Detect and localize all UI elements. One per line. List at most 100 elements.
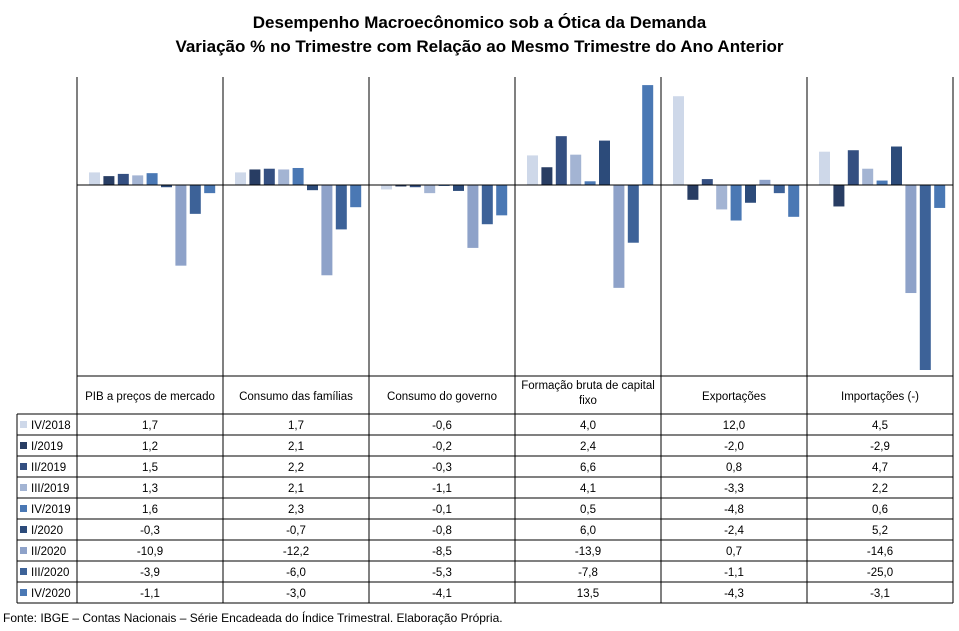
bar-3-4 — [424, 185, 436, 194]
data-label-9-2: -3,0 — [286, 588, 306, 600]
series-label-9: IV/2020 — [31, 588, 71, 600]
series-label-3: II/2019 — [31, 462, 66, 474]
bar-4-3 — [555, 136, 567, 185]
bar-1-7 — [175, 185, 187, 266]
data-label-1-6: 4,5 — [872, 420, 888, 432]
data-label-2-1: 1,2 — [142, 441, 158, 453]
data-label-4-1: 1,3 — [142, 483, 158, 495]
data-label-9-5: -4,3 — [724, 588, 744, 600]
bar-3-1 — [381, 185, 392, 190]
legend-key-1 — [20, 421, 27, 428]
data-label-3-6: 4,7 — [872, 462, 888, 474]
legend-key-2 — [20, 442, 27, 449]
data-label-2-4: 2,4 — [580, 441, 597, 453]
series-label-2: I/2019 — [31, 441, 63, 453]
series-label-6: I/2020 — [31, 525, 63, 537]
data-label-5-2: 2,3 — [288, 504, 304, 516]
series-label-1: IV/2018 — [31, 420, 71, 432]
legend-key-9 — [20, 589, 27, 596]
bar-3-9 — [496, 185, 508, 216]
bar-1-5 — [146, 173, 158, 185]
category-label-4-line1: Formação bruta de capital — [521, 380, 655, 392]
legend-key-8 — [20, 568, 27, 575]
bar-2-8 — [335, 185, 347, 230]
category-label-1: PIB a preços de mercado — [85, 391, 215, 403]
data-label-7-6: -14,6 — [867, 546, 893, 558]
data-label-9-6: -3,1 — [870, 588, 890, 600]
legend-key-5 — [20, 505, 27, 512]
source-note: Fonte: IBGE – Contas Nacionais – Série E… — [3, 611, 503, 625]
data-label-1-3: -0,6 — [432, 420, 452, 432]
data-label-8-1: -3,9 — [140, 567, 160, 579]
bar-5-3 — [701, 179, 713, 185]
bar-2-1 — [235, 172, 246, 185]
legend-key-7 — [20, 547, 27, 554]
data-label-8-5: -1,1 — [724, 567, 744, 579]
bars-group — [89, 85, 946, 370]
category-label-4-line2: fixo — [579, 395, 597, 407]
data-label-3-4: 6,6 — [580, 462, 596, 474]
bar-5-8 — [773, 185, 785, 194]
bar-6-7 — [905, 185, 917, 294]
bar-3-3 — [409, 185, 421, 188]
bar-4-4 — [570, 154, 582, 185]
data-table-grid — [16, 77, 954, 604]
category-label-6: Importações (-) — [841, 391, 919, 403]
data-label-1-1: 1,7 — [142, 420, 158, 432]
bar-1-9 — [204, 185, 216, 194]
series-label-7: II/2020 — [31, 546, 66, 558]
bar-2-7 — [321, 185, 333, 276]
bar-5-1 — [673, 96, 684, 185]
data-label-9-1: -1,1 — [140, 588, 160, 600]
bar-3-6 — [453, 185, 464, 191]
bar-1-3 — [117, 173, 129, 185]
data-label-8-6: -25,0 — [867, 567, 893, 579]
category-label-3: Consumo do governo — [387, 391, 497, 403]
data-label-3-2: 2,2 — [288, 462, 304, 474]
bar-4-7 — [613, 185, 625, 288]
bar-3-2 — [395, 185, 407, 187]
bar-1-8 — [189, 185, 201, 214]
data-label-1-2: 1,7 — [288, 420, 304, 432]
chart-title-line2: Variação % no Trimestre com Relação ao M… — [175, 37, 784, 56]
series-label-8: III/2020 — [31, 567, 69, 579]
series-label-4: III/2019 — [31, 483, 69, 495]
bar-5-9 — [788, 185, 800, 217]
bar-1-4 — [132, 175, 144, 185]
data-label-4-6: 2,2 — [872, 483, 888, 495]
data-label-3-3: -0,3 — [432, 462, 452, 474]
bar-6-8 — [919, 185, 931, 370]
data-label-8-2: -6,0 — [286, 567, 306, 579]
data-label-1-5: 12,0 — [723, 420, 745, 432]
data-label-2-2: 2,1 — [288, 441, 304, 453]
category-label-2: Consumo das famílias — [239, 391, 353, 403]
data-label-5-1: 1,6 — [142, 504, 158, 516]
bar-6-2 — [833, 185, 845, 207]
bar-5-7 — [759, 179, 771, 185]
data-label-8-4: -7,8 — [578, 567, 598, 579]
data-label-6-1: -0,3 — [140, 525, 160, 537]
bar-2-5 — [292, 167, 304, 185]
data-label-6-4: 6,0 — [580, 525, 596, 537]
data-label-6-2: -0,7 — [286, 525, 306, 537]
bar-6-6 — [891, 146, 902, 185]
bar-2-6 — [307, 185, 318, 191]
data-label-7-5: 0,7 — [726, 546, 742, 558]
data-label-2-6: -2,9 — [870, 441, 890, 453]
bar-1-6 — [161, 185, 172, 188]
legend-key-6 — [20, 526, 27, 533]
data-label-6-6: 5,2 — [872, 525, 888, 537]
data-label-2-5: -2,0 — [724, 441, 744, 453]
bar-1-1 — [89, 172, 100, 185]
table-fills — [20, 421, 27, 596]
bar-2-2 — [249, 169, 261, 185]
data-label-9-3: -4,1 — [432, 588, 452, 600]
data-table-text: PIB a preços de mercado Consumo das famíl… — [31, 380, 919, 600]
data-label-4-3: -1,1 — [432, 483, 452, 495]
data-label-8-3: -5,3 — [432, 567, 452, 579]
bar-6-4 — [862, 168, 874, 185]
bar-6-5 — [876, 180, 888, 185]
bar-4-5 — [584, 181, 596, 185]
data-label-4-5: -3,3 — [724, 483, 744, 495]
data-label-5-3: -0,1 — [432, 504, 452, 516]
